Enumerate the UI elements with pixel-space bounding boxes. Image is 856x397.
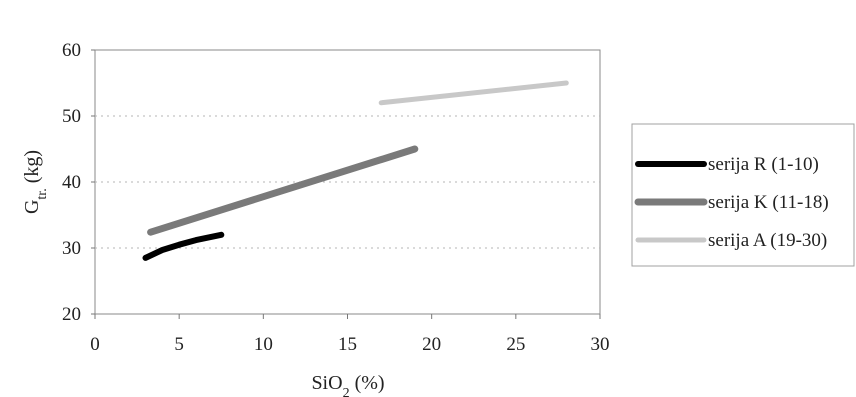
x-tick-label-0: 0: [90, 334, 100, 355]
x-tick-label-5: 25: [506, 334, 525, 355]
legend-label-2: serija K (11-18): [708, 192, 829, 213]
y-axis-title: Gtr. (kg): [21, 150, 50, 214]
x-tick-label-6: 30: [591, 334, 610, 355]
y-tick-label-0: 20: [62, 304, 81, 325]
y-tick-label-4: 60: [62, 40, 81, 61]
x-tick-label-1: 5: [174, 334, 184, 355]
y-tick-label-3: 50: [62, 106, 81, 127]
series-line-1: [142, 231, 225, 261]
tick-labels: 20 30 40 50 60 0 5 10 15 20 25 30: [62, 40, 610, 355]
legend-label-1: serija R (1-10): [708, 154, 819, 175]
x-tick-label-3: 15: [338, 334, 357, 355]
legend-label-3: serija A (19-30): [708, 230, 827, 251]
y-tick-label-2: 40: [62, 172, 81, 193]
x-axis-title: SiO2 (%): [311, 372, 384, 397]
x-tick-label-2: 10: [254, 334, 273, 355]
x-tick-label-4: 20: [422, 334, 441, 355]
gridlines: [95, 115, 600, 249]
series-line-2: [147, 145, 419, 236]
legend: serija R (1-10) serija K (11-18) serija A …: [631, 123, 855, 267]
y-tick-label-1: 30: [62, 238, 81, 259]
series-line-3: [378, 80, 569, 106]
series-lines: [142, 80, 569, 261]
